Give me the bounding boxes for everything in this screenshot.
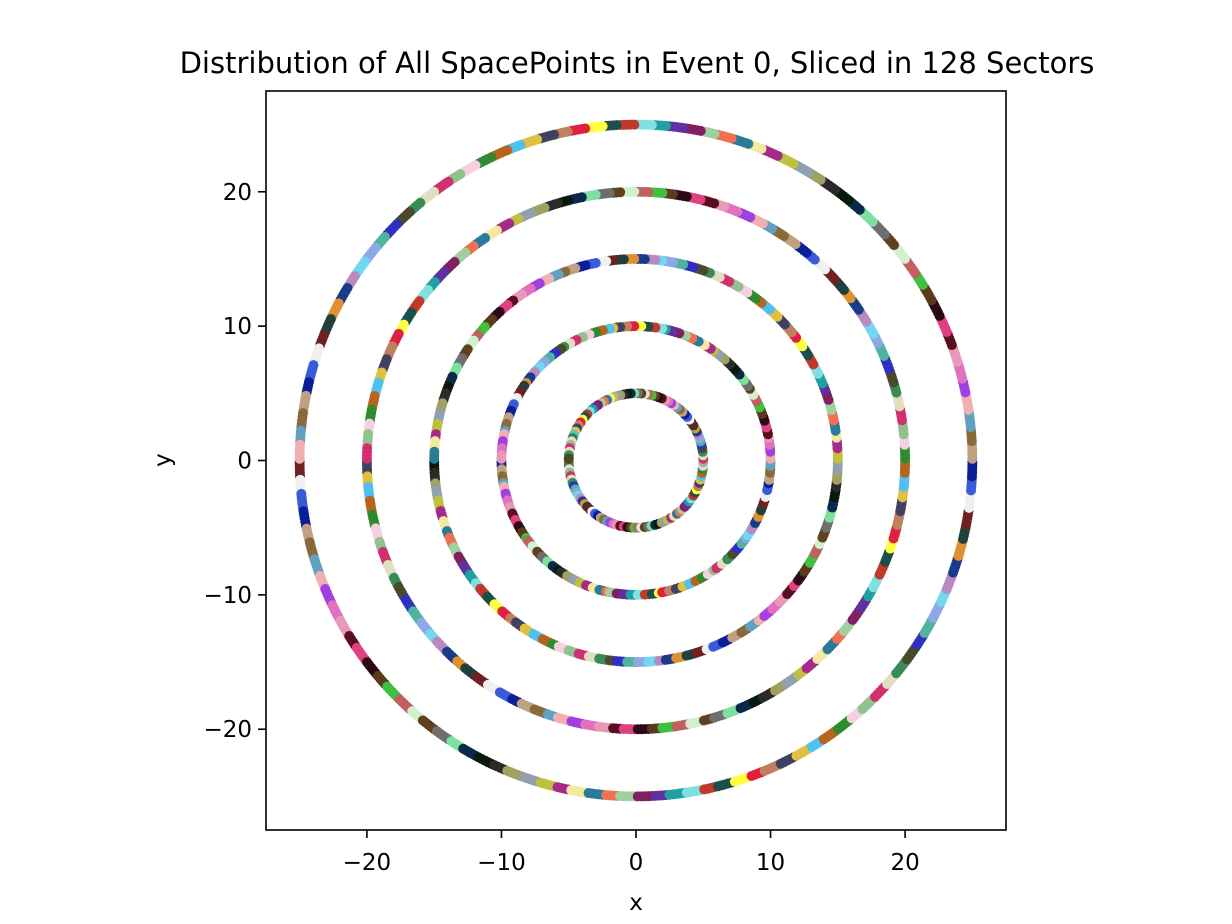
chart-title: Distribution of All SpacePoints in Event… (180, 46, 1095, 80)
x-tick-label: 0 (629, 850, 644, 876)
x-tick-label: 20 (890, 850, 919, 876)
space-point (496, 453, 507, 464)
x-axis-ticks: −20 −10 0 10 20 (343, 830, 920, 876)
y-tick-label: 10 (223, 314, 252, 340)
space-point (563, 453, 574, 464)
x-tick-label: 10 (756, 850, 785, 876)
y-tick-label: 20 (223, 180, 252, 206)
space-point (429, 453, 440, 464)
y-tick-label: −20 (203, 717, 252, 743)
x-axis-label: x (629, 890, 643, 916)
x-tick-label: −10 (477, 850, 526, 876)
plot-points (294, 119, 978, 802)
space-point (294, 453, 305, 464)
y-axis-label: y (150, 453, 176, 467)
y-tick-label: 0 (237, 449, 252, 475)
space-point (361, 453, 372, 464)
y-tick-label: −10 (203, 583, 252, 609)
y-axis-ticks: −20 −10 0 10 20 (203, 180, 266, 743)
x-tick-label: −20 (343, 850, 392, 876)
